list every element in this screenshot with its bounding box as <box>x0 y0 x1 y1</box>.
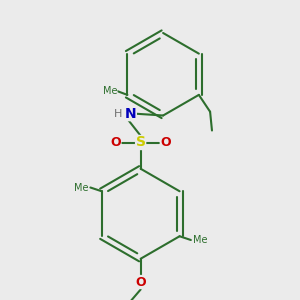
Text: Me: Me <box>74 182 88 193</box>
Text: O: O <box>160 136 171 149</box>
Text: Me: Me <box>193 235 208 245</box>
Text: O: O <box>110 136 121 149</box>
Text: Me: Me <box>103 86 117 96</box>
Text: O: O <box>135 275 146 289</box>
Text: S: S <box>136 136 146 149</box>
Text: N: N <box>125 106 136 121</box>
Text: H: H <box>114 109 122 118</box>
